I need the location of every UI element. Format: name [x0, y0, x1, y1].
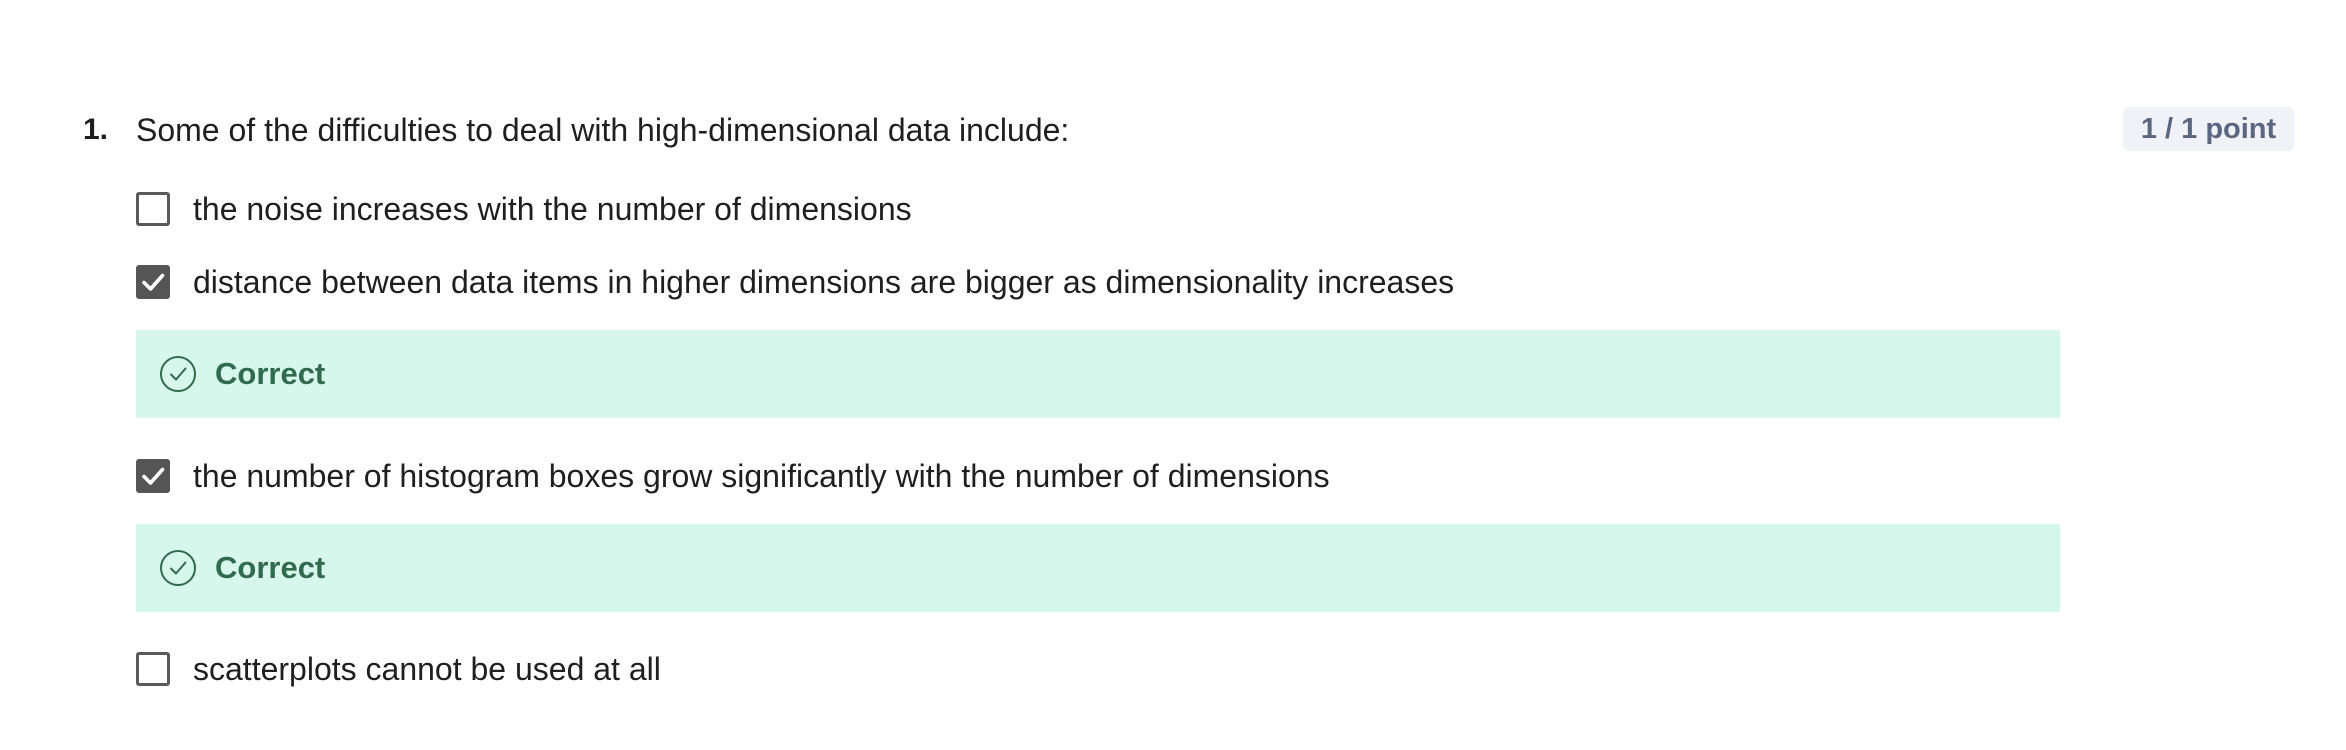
check-circle-icon: [159, 355, 197, 393]
checkbox-unchecked[interactable]: [136, 652, 170, 686]
checkbox-checked[interactable]: [136, 265, 170, 299]
question-text: Some of the difficulties to deal with hi…: [136, 112, 1070, 148]
feedback-correct: Correct: [136, 524, 2060, 612]
feedback-label: Correct: [215, 356, 326, 391]
option-label: distance between data items in higher di…: [193, 264, 1455, 300]
feedback-label: Correct: [215, 550, 326, 585]
points-badge: 1 / 1 point: [2123, 107, 2294, 151]
checkbox-checked[interactable]: [136, 459, 170, 493]
option-label: the number of histogram boxes grow signi…: [193, 458, 1330, 494]
option-scatterplots[interactable]: scatterplots cannot be used at all: [136, 649, 661, 689]
option-noise-increases[interactable]: the noise increases with the number of d…: [136, 189, 912, 229]
checkbox-unchecked[interactable]: [136, 192, 170, 226]
option-distance-bigger[interactable]: distance between data items in higher di…: [136, 262, 1454, 302]
option-label: the noise increases with the number of d…: [193, 191, 912, 227]
option-histogram-boxes[interactable]: the number of histogram boxes grow signi…: [136, 456, 1330, 496]
option-label: scatterplots cannot be used at all: [193, 651, 661, 687]
check-circle-icon: [159, 549, 197, 587]
feedback-correct: Correct: [136, 330, 2060, 418]
checkmark-icon: [142, 273, 165, 291]
question-number: 1.: [83, 113, 109, 146]
checkmark-icon: [142, 467, 165, 485]
